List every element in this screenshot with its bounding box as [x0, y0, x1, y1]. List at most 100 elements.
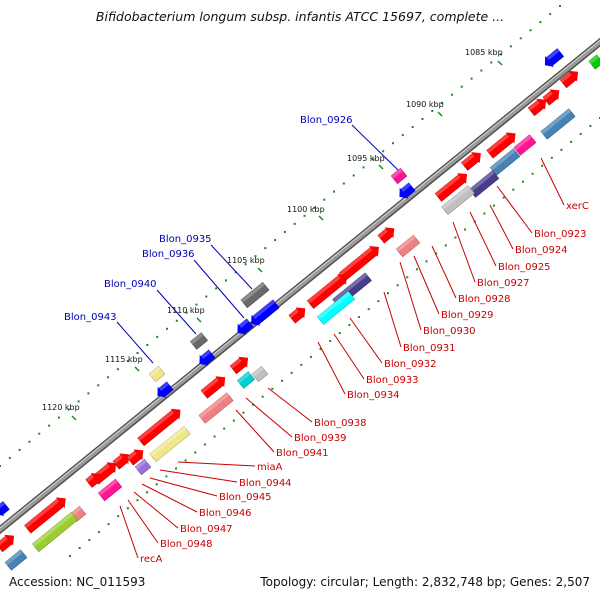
gene-feature [189, 332, 209, 350]
gene-feature [316, 291, 356, 325]
gene-highlight [126, 450, 137, 460]
gene-label[interactable]: Blon_0940 [104, 279, 157, 290]
gene-label[interactable]: Blon_0939 [294, 433, 347, 444]
gene-label[interactable]: Blon_0923 [534, 229, 587, 240]
scale-dot [352, 174, 355, 177]
gene-label[interactable]: Blon_0929 [441, 310, 494, 321]
scale-dot [69, 555, 71, 557]
scale-dot [274, 239, 277, 242]
scale-labels: 1085 kbp 1090 kbp 1095 kbp 1100 kbp 1105… [42, 48, 503, 412]
leader-line [193, 259, 245, 319]
gene-label[interactable]: Blon_0941 [276, 448, 329, 459]
scale-dot [313, 206, 316, 209]
scale-dot [88, 539, 91, 542]
gene-body [4, 549, 28, 571]
gene-label[interactable]: Blon_0938 [314, 418, 367, 429]
scale-dot [293, 222, 296, 225]
scale-dot [300, 363, 303, 366]
gene-highlight [85, 474, 95, 483]
gene-feature [198, 392, 234, 424]
gene-label[interactable]: recA [140, 554, 163, 565]
gene-highlight [546, 48, 560, 61]
gene-highlight [252, 366, 264, 377]
gene-arrowhead [369, 245, 379, 257]
gene-arrowhead [237, 323, 247, 335]
scale-dot [185, 311, 188, 314]
scale-dot [338, 332, 341, 335]
gene-label[interactable]: Blon_0930 [423, 326, 476, 337]
gene-feature [137, 408, 181, 447]
gene-label[interactable]: Blon_0932 [384, 359, 437, 370]
scale-dot [203, 443, 206, 446]
gene-label[interactable]: Blon_0944 [239, 478, 292, 489]
scale-dot [589, 124, 592, 127]
gene-highlight [441, 185, 471, 210]
gene-feature [489, 148, 521, 176]
scale-dot [28, 440, 31, 443]
leader-line [349, 317, 383, 364]
gene-highlight [135, 459, 147, 470]
gene-label[interactable]: Blon_0926 [300, 115, 353, 126]
gene-highlight [588, 54, 599, 64]
scale-dot [529, 29, 532, 32]
gene-arrowhead [170, 408, 181, 420]
gene-label[interactable]: Blon_0947 [180, 524, 233, 535]
map-title: Bifidobacterium longum subsp. infantis A… [95, 9, 505, 24]
gene-arrowhead [4, 534, 15, 546]
gene-label[interactable]: Blon_0934 [347, 390, 400, 401]
gene-highlight [201, 377, 219, 394]
gene-label[interactable]: Blon_0928 [458, 294, 511, 305]
gene-highlight [149, 426, 187, 457]
scale-dot [406, 276, 409, 279]
scale-label: 1100 kbp [287, 205, 325, 214]
scale-dot [254, 255, 257, 258]
leader-line [210, 244, 253, 290]
gene-label[interactable]: Blon_0946 [199, 508, 252, 519]
gene-label[interactable]: Blon_0945 [219, 492, 272, 503]
scale-dot [146, 491, 149, 494]
scale-dot [261, 395, 264, 398]
gene-label[interactable]: Blon_0936 [142, 249, 195, 260]
gene-feature [540, 108, 576, 140]
scale-dot [425, 260, 428, 263]
scale-dot [107, 523, 110, 526]
gene-label[interactable]: miaA [257, 462, 283, 473]
gene-feature [240, 281, 270, 309]
scale-dot [559, 5, 561, 7]
leader-line [141, 483, 198, 513]
gene-label[interactable]: Blon_0931 [403, 343, 456, 354]
gene-body [513, 134, 537, 156]
scale-dot [0, 465, 1, 467]
scale-dot [470, 77, 473, 80]
gene-feature [32, 511, 78, 553]
scale-dot [387, 292, 389, 295]
gene-arrowhead [55, 497, 66, 509]
scale-dot [165, 475, 168, 478]
gene-label[interactable]: Blon_0943 [64, 312, 117, 323]
gene-highlight [542, 90, 553, 100]
scale-dot [512, 188, 515, 191]
gene-highlight [469, 170, 495, 193]
scale-dot [519, 37, 522, 40]
leader-line [267, 387, 313, 423]
leader-line [333, 333, 365, 380]
gene-feature [4, 549, 28, 571]
scale-dot [126, 360, 129, 363]
gene-label[interactable]: Blon_0924 [515, 245, 568, 256]
leader-line [116, 321, 154, 364]
gene-label[interactable]: Blon_0948 [160, 539, 213, 550]
scale-dot [531, 172, 534, 175]
gene-label[interactable]: xerC [566, 201, 589, 212]
scale-dot [303, 214, 306, 217]
gene-label[interactable]: Blon_0935 [159, 234, 212, 245]
gene-label[interactable]: Blon_0927 [477, 278, 530, 289]
leader-line [399, 261, 422, 331]
scale-dot [223, 427, 226, 430]
gene-label[interactable]: Blon_0925 [498, 262, 551, 273]
scale-dot [362, 166, 365, 169]
leader-line [235, 409, 275, 453]
gene-highlight [339, 247, 373, 276]
scale-dot [541, 164, 544, 167]
gene-label[interactable]: Blon_0933 [366, 375, 419, 386]
